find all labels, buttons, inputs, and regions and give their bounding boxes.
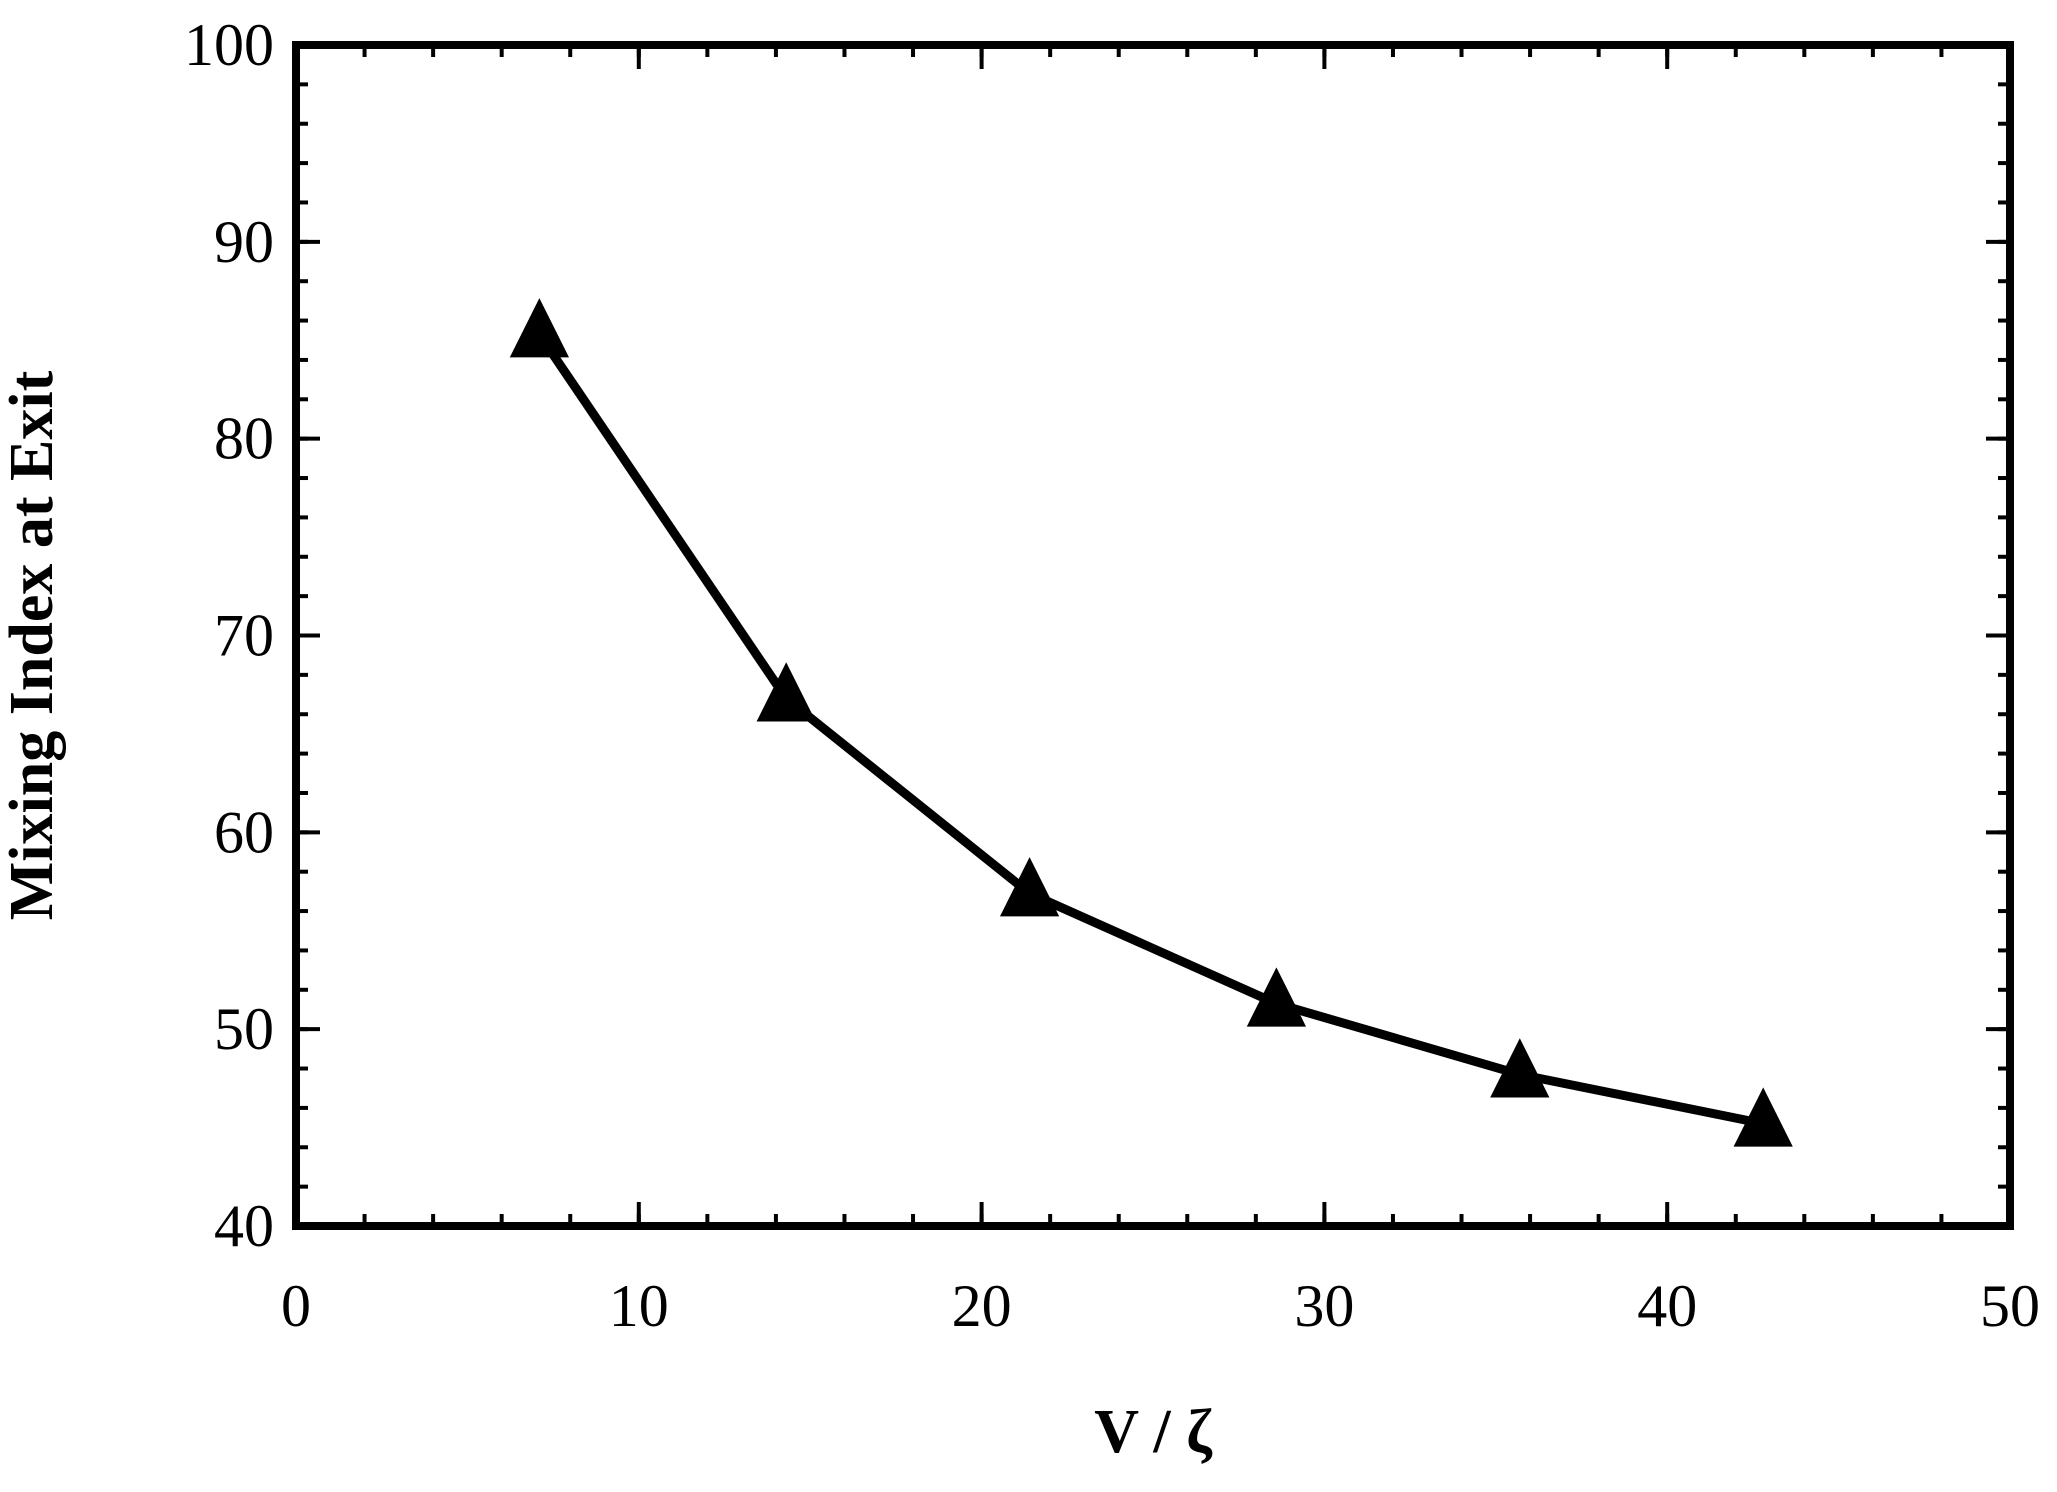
major-ticks <box>294 43 2012 1228</box>
x-tick-label: 50 <box>1980 1273 2040 1339</box>
y-axis-title: Mixing Index at Exit <box>0 370 66 920</box>
plot-frame <box>292 41 2014 1230</box>
x-tick-label: 10 <box>609 1273 669 1339</box>
triangle-marker <box>509 298 570 358</box>
triangle-marker <box>1733 1087 1793 1147</box>
data-markers <box>509 298 1793 1147</box>
y-tick-label: 90 <box>214 209 274 275</box>
x-axis-title: V / ζ <box>1094 1398 1213 1466</box>
y-tick-label: 70 <box>214 603 274 669</box>
x-tick-label: 40 <box>1637 1273 1697 1339</box>
y-tick-label: 80 <box>214 406 274 472</box>
series-line <box>534 329 1768 1129</box>
triangle-marker <box>1490 1038 1550 1098</box>
series-lines <box>534 329 1768 1129</box>
x-tick-labels: 0 10 20 30 40 50 <box>281 1273 2040 1339</box>
triangle-marker <box>999 857 1060 917</box>
y-tick-label: 60 <box>214 799 274 865</box>
triangle-marker <box>1246 967 1307 1027</box>
x-tick-label: 20 <box>952 1273 1012 1339</box>
x-tick-label: 0 <box>281 1273 311 1339</box>
triangle-marker <box>756 662 816 722</box>
x-tick-label: 30 <box>1294 1273 1354 1339</box>
minor-ticks <box>294 43 2012 1228</box>
y-tick-labels: 40 50 60 70 80 90 100 <box>184 12 274 1259</box>
y-tick-label: 40 <box>214 1193 274 1259</box>
y-tick-label: 100 <box>184 12 274 78</box>
y-tick-label: 50 <box>214 996 274 1062</box>
